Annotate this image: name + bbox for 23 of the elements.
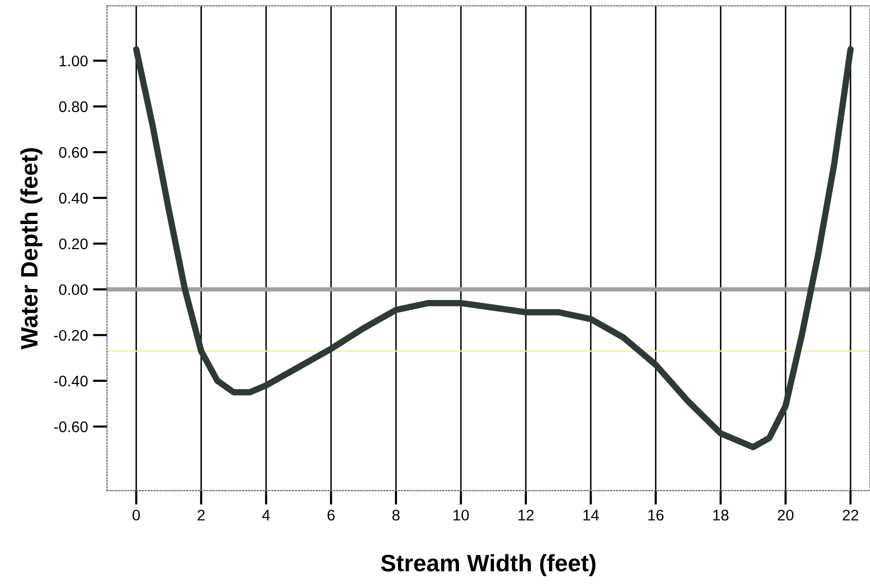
y-axis-title: Water Depth (feet)	[20, 148, 42, 350]
y-tick-label: -0.20	[54, 330, 88, 341]
y-tick-label: -0.60	[54, 421, 88, 432]
x-tick-label: 10	[454, 510, 469, 521]
x-axis-title: Stream Width (feet)	[381, 554, 596, 576]
y-tick-label: 0.00	[59, 284, 88, 296]
x-tick-label: 14	[583, 510, 599, 520]
y-tick-label: 0.40	[59, 192, 88, 204]
y-tick-label: 0.20	[59, 238, 88, 250]
x-tick-label: 2	[198, 510, 205, 520]
x-tick-label: 16	[648, 510, 664, 521]
x-tick-label: 6	[328, 510, 335, 521]
x-tick-label: 0	[132, 510, 140, 521]
x-tick-label: 8	[392, 510, 400, 521]
x-tick-label: 12	[518, 510, 534, 520]
x-tick-label: 4	[262, 510, 270, 520]
y-tick-label: 0.80	[59, 101, 88, 112]
y-tick-label: -0.40	[54, 376, 88, 386]
x-tick-label: 22	[842, 510, 858, 520]
x-tick-label: 18	[713, 510, 728, 521]
y-tick-label: 0.60	[59, 147, 88, 158]
x-tick-label: 20	[778, 510, 794, 521]
y-tick-label: 1.00	[60, 56, 88, 66]
